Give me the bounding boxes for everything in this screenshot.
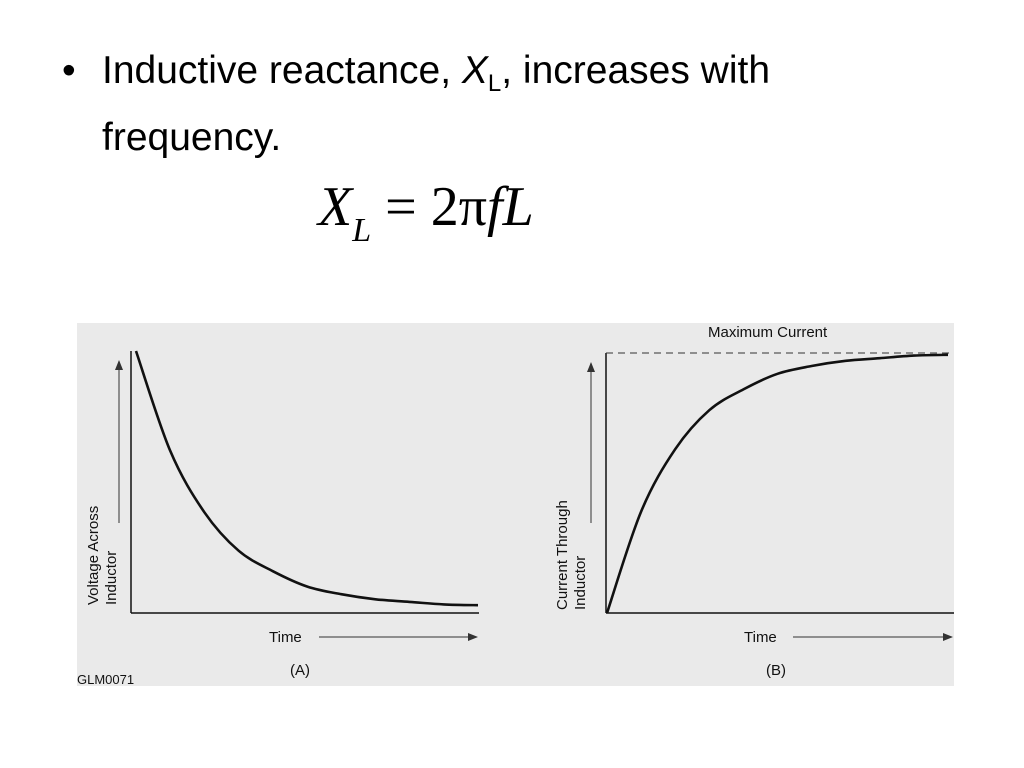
formula-equals: =: [385, 176, 417, 238]
chart-a-ylabel-1: Voltage Across: [85, 506, 102, 605]
bullet-dot: •: [62, 49, 76, 92]
figure-code: GLM0071: [77, 672, 134, 686]
chart-b-series-line: [605, 353, 949, 614]
figure-panel: Voltage Across Inductor Time (A) Maximum…: [77, 323, 954, 686]
chart-b-panel-label: (B): [766, 662, 786, 679]
formula-rhs-L: L: [502, 176, 534, 238]
formula-rhs-f: f: [487, 176, 503, 238]
chart-a-series-line: [134, 350, 479, 607]
chart-a-ylabel-2: Inductor: [103, 551, 120, 605]
formula-lhs-var: X: [318, 176, 353, 238]
bullet-prefix: Inductive reactance,: [102, 49, 462, 92]
bullet-text: Inductive reactance, XL, increases with …: [102, 44, 942, 165]
chart-b-ylabel-2: Inductor: [572, 556, 589, 610]
chart-a-panel-label: (A): [290, 662, 310, 679]
chart-b-annotation: Maximum Current: [708, 324, 828, 341]
chart-a: Voltage Across Inductor Time (A): [85, 350, 479, 679]
chart-a-xlabel: Time: [269, 629, 302, 646]
reactance-formula: XL = 2πfL: [318, 172, 534, 266]
figure-svg: Voltage Across Inductor Time (A) Maximum…: [77, 324, 954, 686]
bullet-var: X: [461, 49, 488, 92]
formula-lhs-sub: L: [352, 212, 372, 249]
bullet-sub: L: [487, 70, 502, 97]
chart-b-ylabel-1: Current Through: [554, 500, 571, 610]
bullet-suffix: , increases with frequency.: [102, 49, 771, 159]
formula-rhs: 2π: [430, 176, 488, 238]
chart-b-xlabel: Time: [744, 629, 777, 646]
chart-b: Maximum Current Current Through Inductor…: [554, 324, 954, 679]
